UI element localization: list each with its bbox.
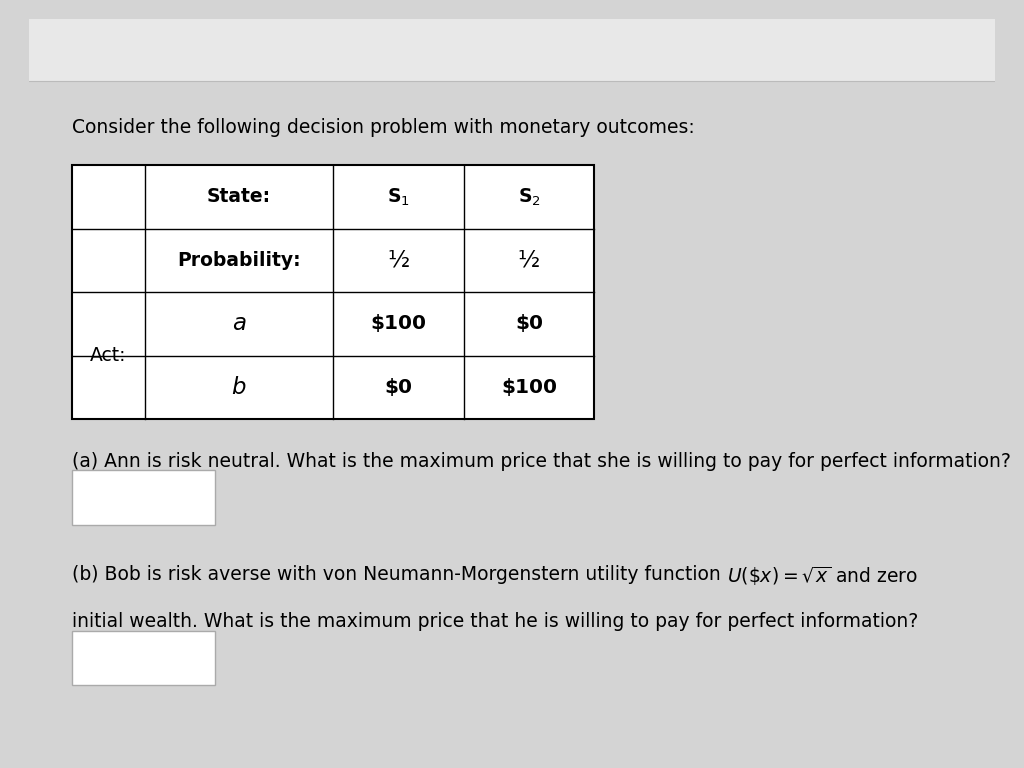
Text: (b) Bob is risk averse with von Neumann-Morgenstern utility function: (b) Bob is risk averse with von Neumann-… — [72, 565, 727, 584]
Bar — [72, 631, 215, 685]
Text: Consider the following decision problem with monetary outcomes:: Consider the following decision problem … — [72, 118, 695, 137]
Text: $\mathbf{S}_1$: $\mathbf{S}_1$ — [387, 186, 410, 207]
Text: initial wealth. What is the maximum price that he is willing to pay for perfect : initial wealth. What is the maximum pric… — [72, 612, 919, 631]
Text: $100: $100 — [371, 314, 426, 333]
Text: Act:: Act: — [90, 346, 127, 365]
Text: $\mathbf{S}_2$: $\mathbf{S}_2$ — [517, 186, 541, 207]
Text: $100: $100 — [501, 378, 557, 397]
Text: ½: ½ — [387, 249, 410, 272]
Bar — [29, 19, 995, 81]
Text: $U(\$x) = \sqrt{x}$ and zero: $U(\$x) = \sqrt{x}$ and zero — [727, 565, 918, 588]
Text: $0: $0 — [384, 378, 413, 397]
Text: (a) Ann is risk neutral. What is the maximum price that she is willing to pay fo: (a) Ann is risk neutral. What is the max… — [72, 452, 1011, 471]
Text: Probability:: Probability: — [177, 251, 301, 270]
Text: $b$: $b$ — [231, 376, 247, 399]
Text: ½: ½ — [518, 249, 540, 272]
Bar — [72, 165, 594, 419]
Text: $a$: $a$ — [231, 313, 246, 336]
Text: State:: State: — [207, 187, 271, 207]
Bar — [72, 470, 215, 525]
Text: $0: $0 — [515, 314, 543, 333]
